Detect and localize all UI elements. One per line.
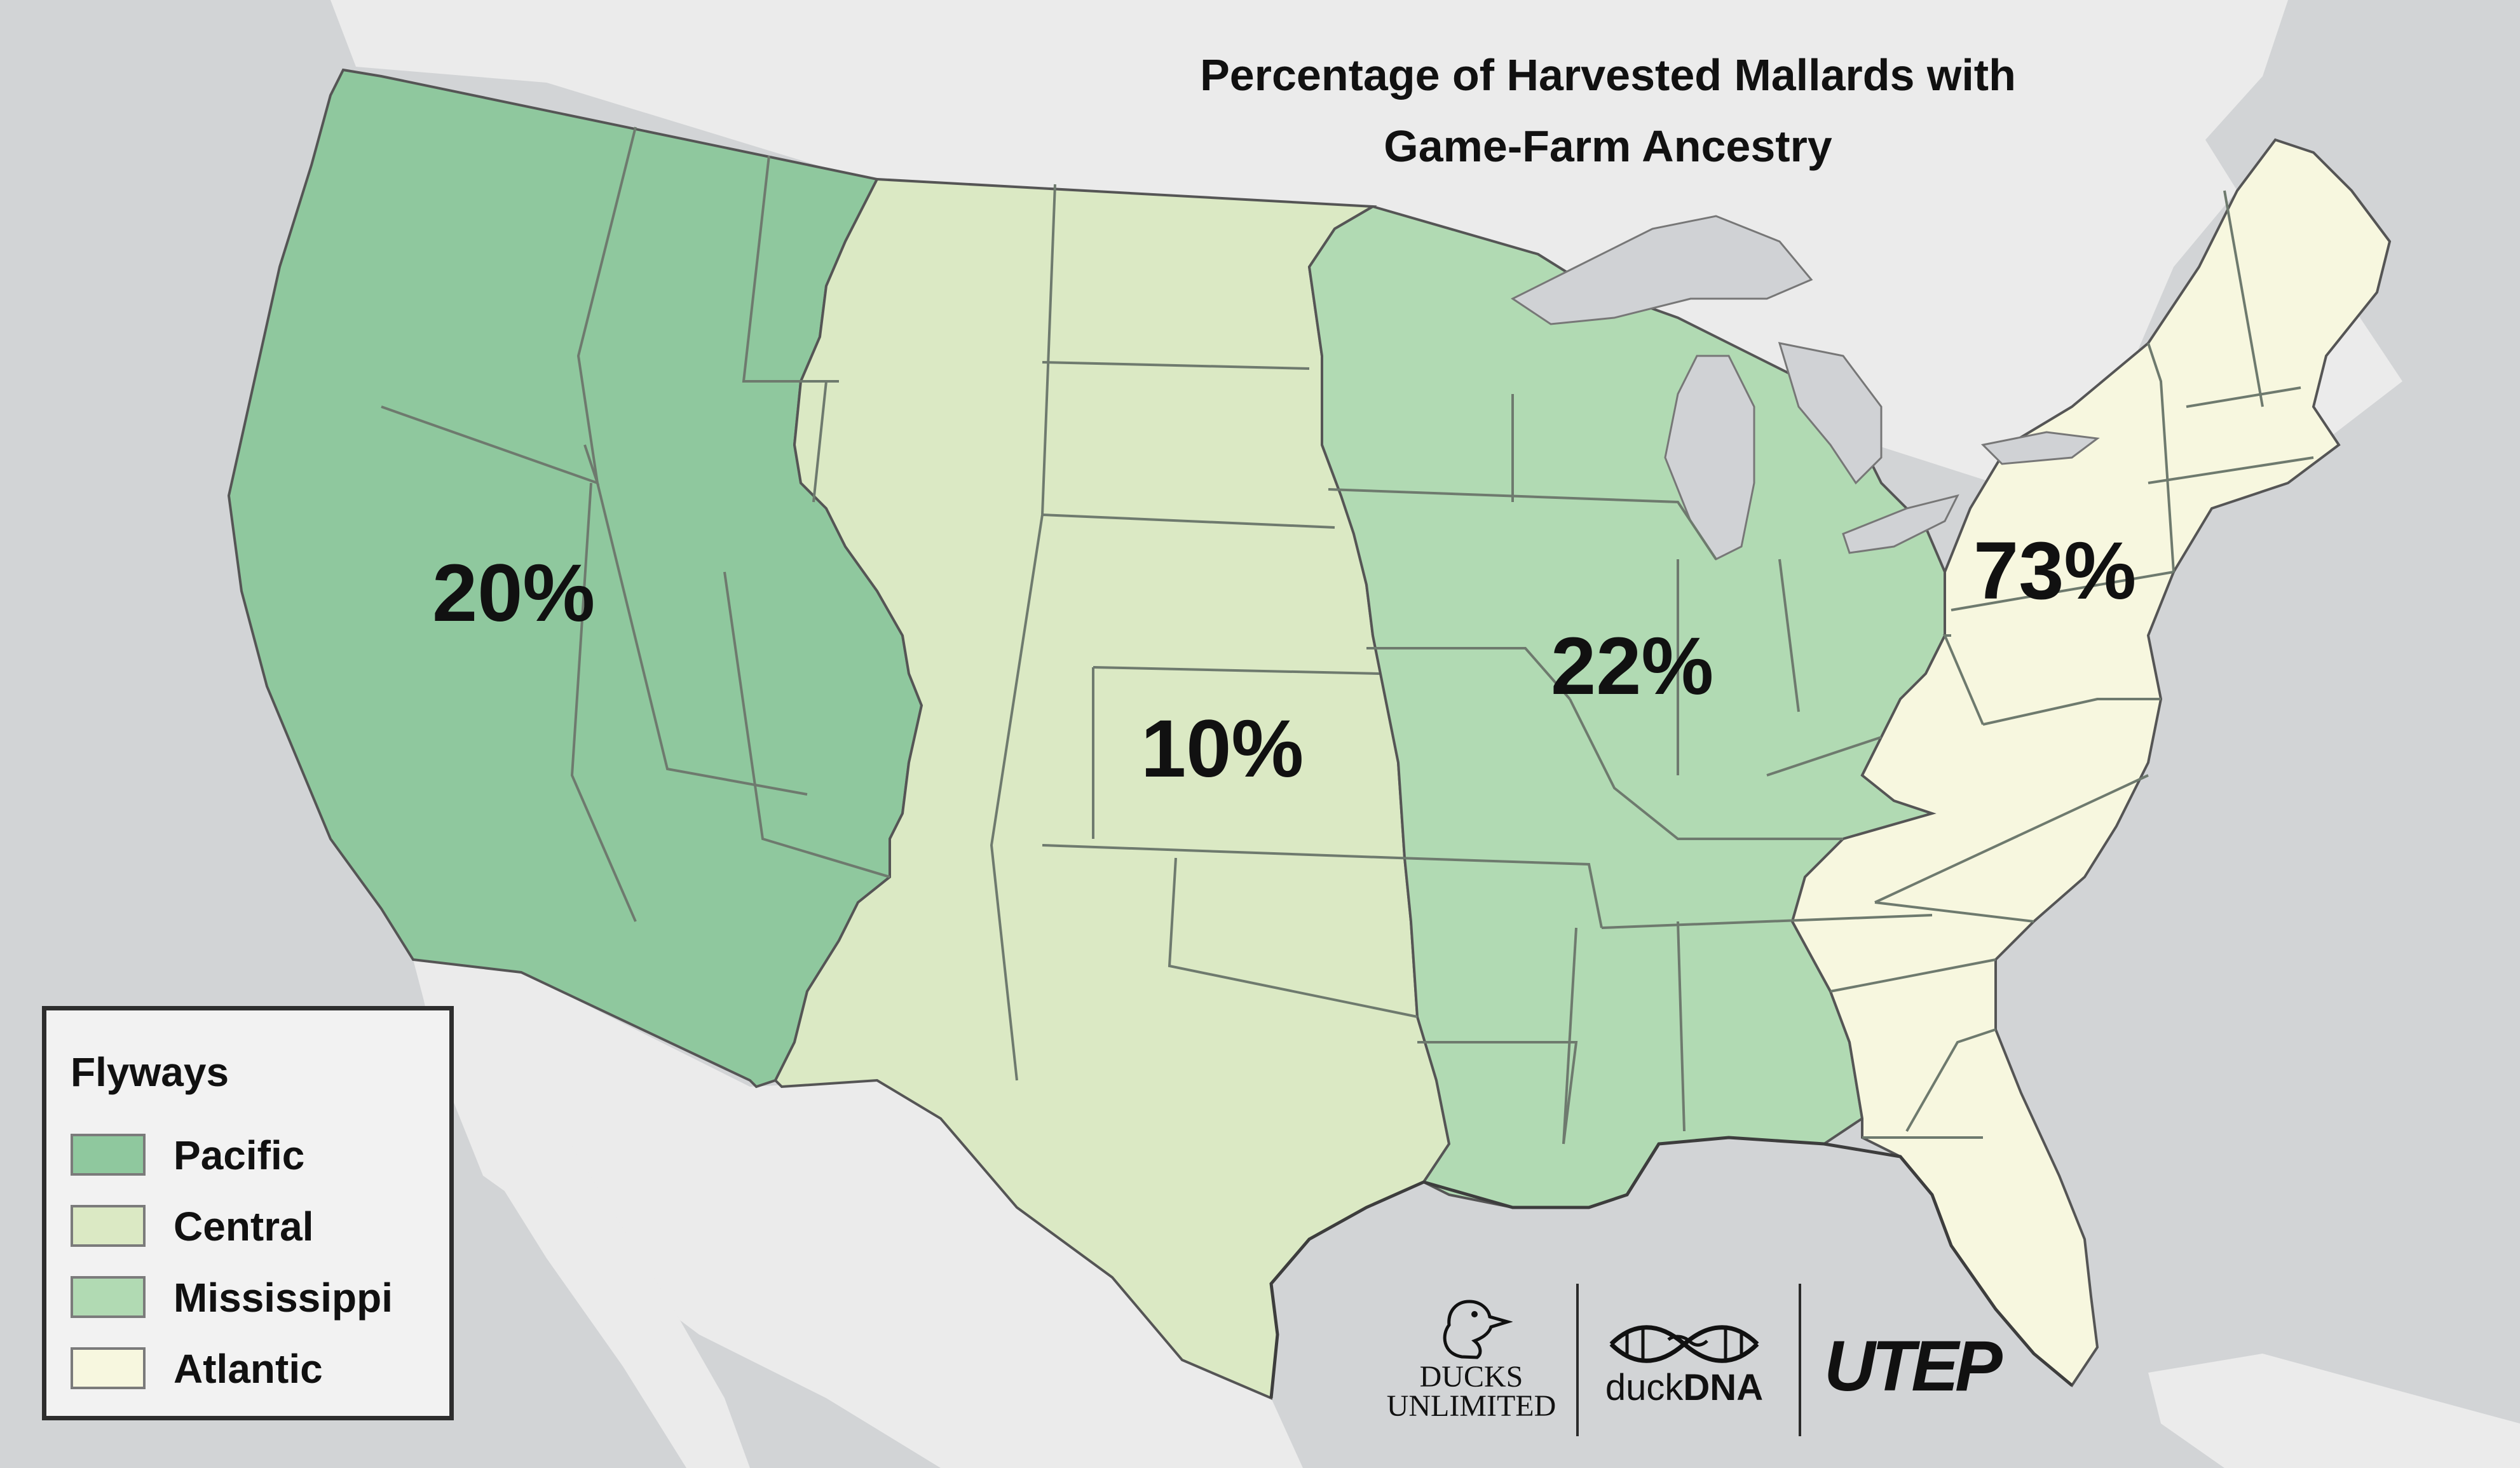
- mississippi-percent-label: 22%: [1551, 621, 1714, 712]
- legend-swatch-mississippi: [71, 1276, 146, 1318]
- legend-item-atlantic: Atlantic: [71, 1343, 439, 1394]
- pacific-percent-label: 20%: [432, 548, 596, 639]
- lake-superior: [1511, 215, 1813, 325]
- legend-item-pacific: Pacific: [71, 1130, 439, 1181]
- legend-heading: Flyways: [71, 1049, 229, 1095]
- ducks-unlimited-line-1: DUCKS: [1419, 1360, 1523, 1394]
- lake-erie: [1842, 494, 1959, 554]
- legend-item-central: Central: [71, 1201, 439, 1252]
- legend-swatch-central: [71, 1205, 146, 1247]
- lake-huron: [1778, 342, 1883, 485]
- atlantic-percent-label: 73%: [1973, 526, 2137, 616]
- legend-label-pacific: Pacific: [174, 1132, 305, 1178]
- lake-michigan: [1664, 355, 1755, 561]
- logo-divider-2: [1799, 1284, 1801, 1436]
- map-title: Percentage of Harvested Mallards with Ga…: [1125, 39, 2091, 182]
- ducks-unlimited-line-2: UNLIMITED: [1386, 1389, 1556, 1423]
- dna-helix-icon: [1609, 1325, 1759, 1363]
- state-borders: [381, 126, 2314, 1145]
- canada-land: [330, 0, 2402, 496]
- logo-divider-1: [1576, 1284, 1579, 1436]
- flyway-legend: Flyways Pacific Central Mississippi Atla…: [42, 1006, 454, 1420]
- duckdna-wordmark: duckDNA: [1602, 1366, 1767, 1409]
- legend-item-mississippi: Mississippi: [71, 1272, 439, 1323]
- legend-label-mississippi: Mississippi: [174, 1275, 393, 1321]
- legend-label-central: Central: [174, 1204, 314, 1249]
- caribbean-land: [2148, 1354, 2520, 1468]
- ducks-unlimited-logo: DUCKS UNLIMITED: [1379, 1296, 1563, 1424]
- legend-label-atlantic: Atlantic: [174, 1346, 323, 1392]
- duckdna-suffix: DNA: [1683, 1367, 1764, 1408]
- lake-ontario: [1980, 431, 2100, 465]
- legend-swatch-atlantic: [71, 1347, 146, 1389]
- duckdna-logo: duckDNA: [1602, 1322, 1767, 1417]
- mexico-land: [413, 960, 1303, 1468]
- central-percent-label: 10%: [1141, 703, 1304, 794]
- duck-head-icon: [1443, 1300, 1513, 1359]
- map-title-line-2: Game-Farm Ancestry: [1384, 121, 1832, 171]
- ducks-unlimited-wordmark: DUCKS UNLIMITED: [1379, 1360, 1563, 1423]
- gulf-coast-line: [1269, 1136, 2073, 1399]
- map-title-line-1: Percentage of Harvested Mallards with: [1200, 50, 2016, 100]
- utep-logo: UTEP: [1824, 1326, 2003, 1406]
- legend-swatch-pacific: [71, 1134, 146, 1176]
- duckdna-prefix: duck: [1605, 1367, 1684, 1408]
- baja-land: [416, 966, 750, 1468]
